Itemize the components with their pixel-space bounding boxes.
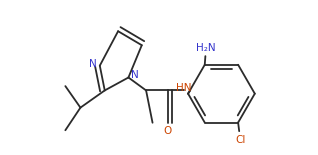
Text: N: N <box>131 70 138 80</box>
Text: O: O <box>163 126 172 136</box>
Text: H₂N: H₂N <box>196 42 216 53</box>
Text: Cl: Cl <box>235 135 245 145</box>
Text: N: N <box>89 58 97 69</box>
Text: HN: HN <box>176 83 192 93</box>
